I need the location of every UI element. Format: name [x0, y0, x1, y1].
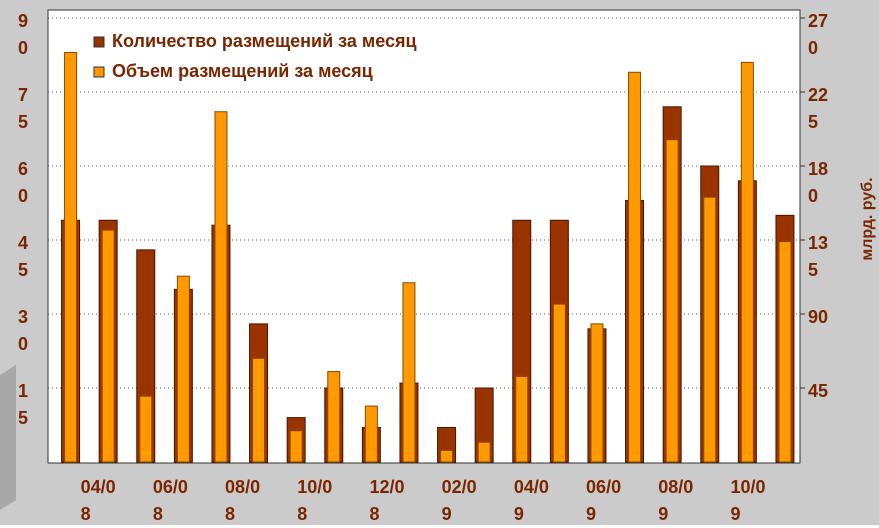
- legend-label: Объем размещений за месяц: [112, 61, 373, 81]
- y2-tick-label: 180: [808, 159, 829, 206]
- bar: [552, 303, 566, 463]
- bar: [740, 61, 754, 463]
- bar: [590, 323, 604, 463]
- y-tick-label: 30: [18, 307, 29, 354]
- bar: [64, 52, 78, 463]
- bar: [402, 282, 416, 463]
- bar: [665, 139, 679, 463]
- bar: [628, 71, 642, 463]
- y2-tick-label: 45: [808, 381, 829, 401]
- bar: [252, 357, 266, 463]
- x-tick-label: 06/08: [152, 477, 188, 524]
- bar: [477, 441, 491, 463]
- legend-swatch: [93, 36, 105, 48]
- decoration: [0, 365, 16, 510]
- y-tick-label: 45: [18, 233, 29, 280]
- bar: [778, 241, 792, 463]
- bar: [176, 275, 190, 463]
- y2-tick-label: 90: [808, 307, 829, 327]
- y2-tick-label: 270: [808, 11, 829, 58]
- x-tick-label: 04/09: [513, 477, 549, 524]
- x-tick-label: 10/09: [730, 477, 766, 524]
- x-tick-label: 10/08: [297, 477, 333, 524]
- x-tick-label: 06/09: [586, 477, 622, 524]
- bar: [214, 111, 228, 463]
- y2-tick-label: 225: [808, 85, 829, 132]
- bar: [515, 375, 529, 463]
- x-tick-label: 08/08: [225, 477, 261, 524]
- y2-axis-title: млрд. руб.: [859, 177, 876, 261]
- y2-tick-label: 135: [808, 233, 829, 280]
- legend-swatch: [93, 66, 105, 78]
- bar: [289, 430, 303, 463]
- bar: [440, 449, 454, 463]
- legend-label: Количество размещений за месяц: [112, 31, 417, 51]
- y-tick-label: 75: [18, 85, 29, 132]
- x-tick-label: 02/09: [441, 477, 477, 524]
- y-tick-label: 90: [18, 11, 29, 58]
- bar: [364, 405, 378, 463]
- y-tick-label: 60: [18, 159, 29, 206]
- y-tick-label: 15: [18, 381, 29, 428]
- x-tick-label: 04/08: [80, 477, 116, 524]
- x-tick-label: 08/09: [658, 477, 694, 524]
- bar: [327, 371, 341, 463]
- x-tick-label: 12/08: [369, 477, 405, 524]
- bar: [139, 395, 153, 463]
- bar: [703, 196, 717, 463]
- bar: [101, 229, 115, 463]
